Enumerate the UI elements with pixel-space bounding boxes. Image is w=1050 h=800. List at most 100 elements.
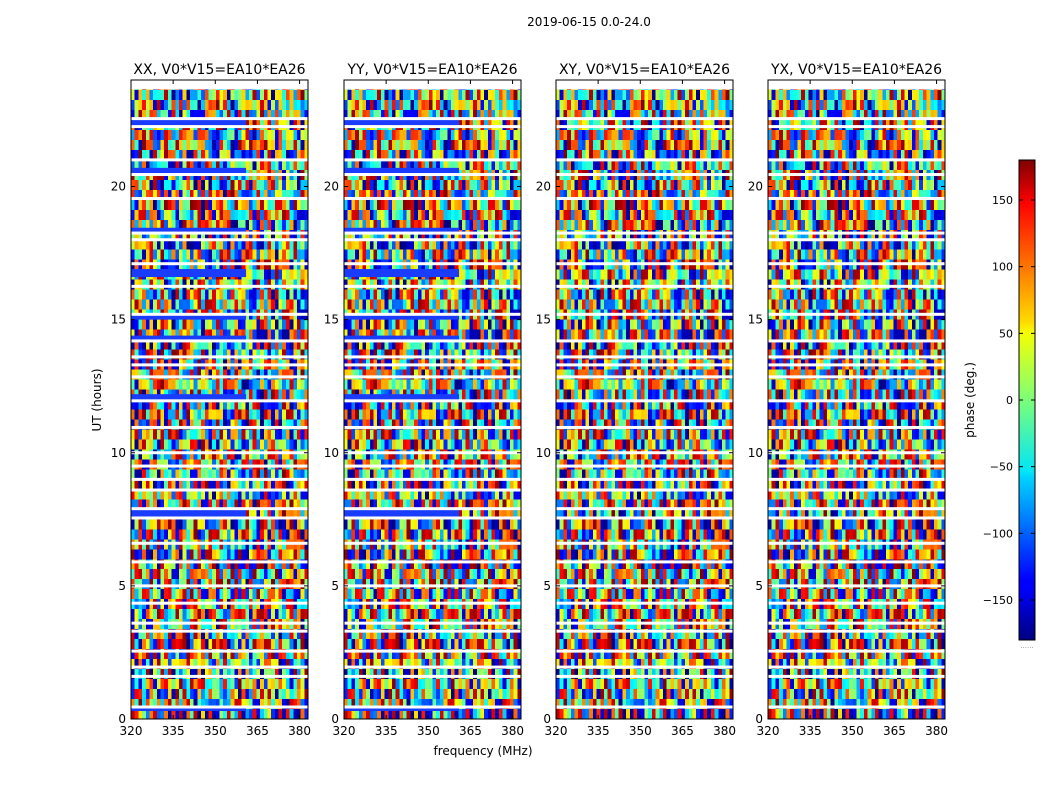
flagged-row xyxy=(768,629,945,633)
flagged-row xyxy=(344,451,521,455)
phase-band xyxy=(131,707,247,712)
flagged-row xyxy=(131,464,308,468)
panel-xy: XY, V0*V15=EA10*EA26 320 335 350 365 380 0 5 10 1… xyxy=(536,62,736,738)
flagged-row xyxy=(131,312,308,316)
colorbar: −150 −100 −50 0 50 100 150 phase (deg.) ...... xyxy=(963,159,1036,650)
flagged-row xyxy=(131,284,308,288)
phase-band xyxy=(344,269,460,278)
flagged-row xyxy=(556,621,733,625)
flagged-row xyxy=(344,560,521,564)
y-tick-label: 0 xyxy=(755,712,763,726)
flagged-row xyxy=(556,262,733,266)
flagged-row xyxy=(768,464,945,468)
heatmap-top-gap xyxy=(768,80,945,88)
flagged-row xyxy=(344,464,521,468)
flagged-row xyxy=(556,464,733,468)
flagged-row xyxy=(768,399,945,403)
x-tick-label: 350 xyxy=(417,724,440,738)
y-tick-label: 15 xyxy=(748,313,763,327)
flagged-row xyxy=(131,516,308,520)
phase-band xyxy=(344,314,460,320)
phase-band xyxy=(131,335,247,341)
flagged-row xyxy=(556,363,733,367)
flagged-row xyxy=(768,262,945,266)
flagged-row xyxy=(556,674,733,678)
colorbar-tick-label: −100 xyxy=(983,527,1013,540)
flagged-row xyxy=(131,601,308,605)
flagged-row xyxy=(344,541,521,545)
phase-band xyxy=(131,269,247,278)
y-tick-label: 20 xyxy=(111,180,126,194)
flagged-row xyxy=(131,173,308,177)
y-tick-label: 15 xyxy=(324,313,339,327)
flagged-row xyxy=(768,284,945,288)
flagged-row xyxy=(344,516,521,520)
flagged-row xyxy=(344,117,521,121)
flagged-row xyxy=(768,339,945,343)
flagged-row xyxy=(556,665,733,669)
flagged-row xyxy=(131,339,308,343)
panel-title: XY, V0*V15=EA10*EA26 xyxy=(559,62,730,78)
flagged-row xyxy=(768,621,945,625)
flagged-row xyxy=(131,477,308,481)
y-tick-label: 20 xyxy=(748,180,763,194)
flagged-row xyxy=(556,425,733,429)
flagged-row xyxy=(344,649,521,653)
flagged-row xyxy=(344,355,521,359)
y-tick-label: 0 xyxy=(331,712,339,726)
flagged-row xyxy=(344,621,521,625)
panel-title: XX, V0*V15=EA10*EA26 xyxy=(133,62,305,78)
flagged-row xyxy=(768,488,945,492)
flagged-row xyxy=(556,231,733,235)
flagged-row xyxy=(344,674,521,678)
flagged-row xyxy=(768,196,945,200)
flagged-row xyxy=(344,477,521,481)
phase-band xyxy=(131,167,247,174)
x-tick-label: 365 xyxy=(671,724,694,738)
flagged-row xyxy=(556,601,733,605)
x-tick-label: 320 xyxy=(120,724,143,738)
panel-yx: YX, V0*V15=EA10*EA26 320 335 350 365 380 0 5 10 1… xyxy=(748,62,948,738)
flagged-row xyxy=(344,584,521,588)
flagged-row xyxy=(131,507,308,511)
flagged-row xyxy=(344,425,521,429)
y-tick-label: 0 xyxy=(543,712,551,726)
phase-band xyxy=(131,117,247,126)
flagged-row xyxy=(768,425,945,429)
flagged-row xyxy=(768,231,945,235)
panels: XX, V0*V15=EA10*EA26 320 335 350 365 380 0 5 10 1… xyxy=(111,62,948,738)
flagged-row xyxy=(344,339,521,343)
colorbar-tick-label: 150 xyxy=(992,194,1013,207)
colorbar-tick-label: 0 xyxy=(1006,394,1013,407)
y-tick-label: 15 xyxy=(111,313,126,327)
flagged-row xyxy=(556,516,733,520)
x-tick-label: 350 xyxy=(204,724,227,738)
flagged-row xyxy=(556,375,733,379)
flagged-row xyxy=(131,262,308,266)
flagged-row xyxy=(556,355,733,359)
flagged-row xyxy=(768,705,945,709)
x-tick-label: 350 xyxy=(629,724,652,738)
flagged-row xyxy=(131,621,308,625)
flagged-row xyxy=(131,674,308,678)
x-tick-label: 365 xyxy=(246,724,269,738)
flagged-row xyxy=(131,117,308,121)
colorbar-ticks: −150 −100 −50 0 50 100 150 xyxy=(983,194,1035,607)
flagged-row xyxy=(768,375,945,379)
flagged-row xyxy=(344,363,521,367)
flagged-row xyxy=(768,125,945,129)
flagged-row xyxy=(768,507,945,511)
flagged-row xyxy=(556,507,733,511)
flagged-row xyxy=(131,665,308,669)
flagged-row xyxy=(768,363,945,367)
flagged-row xyxy=(344,238,521,242)
y-tick-label: 15 xyxy=(536,313,551,327)
x-tick-label: 380 xyxy=(925,724,948,738)
phase-band xyxy=(344,227,460,232)
flagged-row xyxy=(556,86,733,90)
panel-title: YX, V0*V15=EA10*EA26 xyxy=(770,62,942,78)
x-tick-label: 320 xyxy=(757,724,780,738)
y-tick-label: 5 xyxy=(118,579,126,593)
phase-band xyxy=(344,707,460,712)
